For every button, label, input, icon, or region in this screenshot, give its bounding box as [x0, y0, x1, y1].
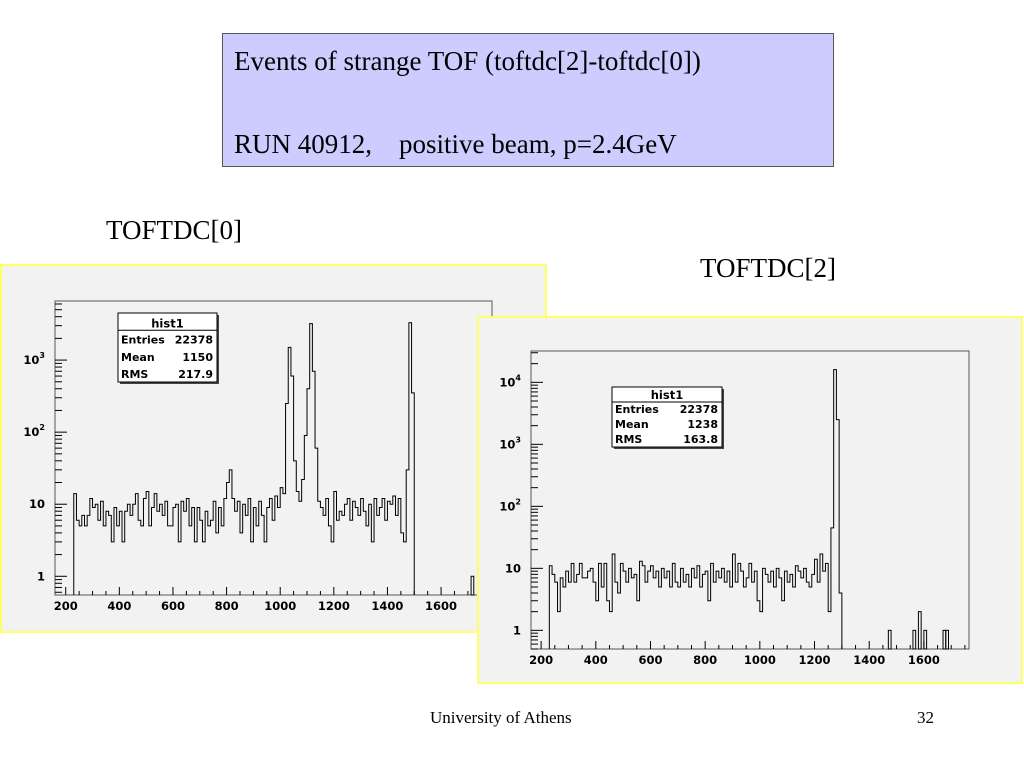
stats-value: 163.8: [683, 433, 718, 446]
caption-left: TOFTDC[0]: [106, 215, 243, 245]
x-tick-label: 400: [584, 653, 608, 667]
y-tick-label: 10: [29, 497, 45, 511]
y-tick-label: 1: [37, 569, 45, 583]
title-line-1: Events of strange TOF (toftdc[2]-toftdc[…: [234, 46, 701, 76]
stats-label: RMS: [121, 368, 148, 381]
stats-value: 1238: [687, 418, 718, 431]
x-tick-label: 1000: [264, 599, 296, 613]
x-tick-label: 1200: [799, 653, 831, 667]
x-tick-label: 1400: [371, 599, 403, 613]
plot-frame: [530, 350, 970, 650]
y-tick-label: 1: [513, 623, 521, 637]
x-tick-label: 200: [54, 599, 78, 613]
y-tick-exponent: 3: [515, 435, 521, 444]
stats-value: 22378: [680, 403, 718, 416]
stats-label: Mean: [121, 351, 155, 364]
x-tick-label: 1600: [425, 599, 457, 613]
x-tick-label: 1000: [744, 653, 776, 667]
plot-panel: [0, 264, 547, 633]
histogram-bin: [912, 629, 917, 650]
x-tick-label: 800: [215, 599, 239, 613]
title-line-2: RUN 40912, positive beam, p=2.4GeV: [234, 129, 677, 159]
title-box: Events of strange TOF (toftdc[2]-toftdc[…: [222, 33, 834, 167]
stats-value: 22378: [175, 334, 213, 347]
histogram-line: [73, 322, 415, 595]
x-tick-label: 1600: [908, 653, 940, 667]
histogram-line: [548, 369, 843, 649]
stats-value: 217.9: [178, 368, 213, 381]
histogram-bin: [923, 629, 928, 650]
x-tick-label: 600: [161, 599, 185, 613]
stats-value: 1150: [182, 351, 213, 364]
x-tick-label: 800: [693, 653, 717, 667]
stats-title: hist1: [651, 388, 683, 402]
x-tick-label: 1200: [318, 599, 350, 613]
stats-box-bg: [117, 312, 218, 383]
stats-label: Mean: [615, 418, 649, 431]
caption-right: TOFTDC[2]: [700, 253, 837, 283]
histogram-bin: [945, 629, 949, 650]
plot-panel: [477, 316, 1023, 684]
x-tick-label: 200: [529, 653, 553, 667]
histogram-1: 200 400 600 800 1000 1200 1400 1600110102103104…: [477, 316, 1023, 684]
histogram-bin: [887, 629, 892, 650]
stats-label: Entries: [615, 403, 659, 416]
y-tick-label: 10: [505, 561, 521, 575]
histogram-bin: [917, 611, 922, 650]
stats-label: Entries: [121, 334, 165, 347]
footer-institution: University of Athens: [430, 708, 572, 727]
footer-page-number: 32: [917, 708, 934, 727]
y-tick-exponent: 4: [515, 373, 521, 382]
stats-label: RMS: [615, 433, 642, 446]
y-tick-exponent: 2: [39, 423, 45, 432]
x-tick-label: 1400: [853, 653, 885, 667]
y-tick-exponent: 3: [39, 351, 45, 360]
stats-box: hist1 Entries 22378 Mean 1150 RMS 217.9: [117, 312, 219, 384]
x-tick-label: 400: [107, 599, 131, 613]
histogram-0: 200 400 600 800 1000 1200 1400 1600110102103his…: [0, 264, 547, 633]
x-tick-label: 600: [638, 653, 662, 667]
stats-box-bg: [611, 386, 723, 448]
histogram-bin: [470, 575, 475, 596]
y-tick-exponent: 2: [515, 497, 521, 506]
stats-title: hist1: [151, 316, 183, 330]
